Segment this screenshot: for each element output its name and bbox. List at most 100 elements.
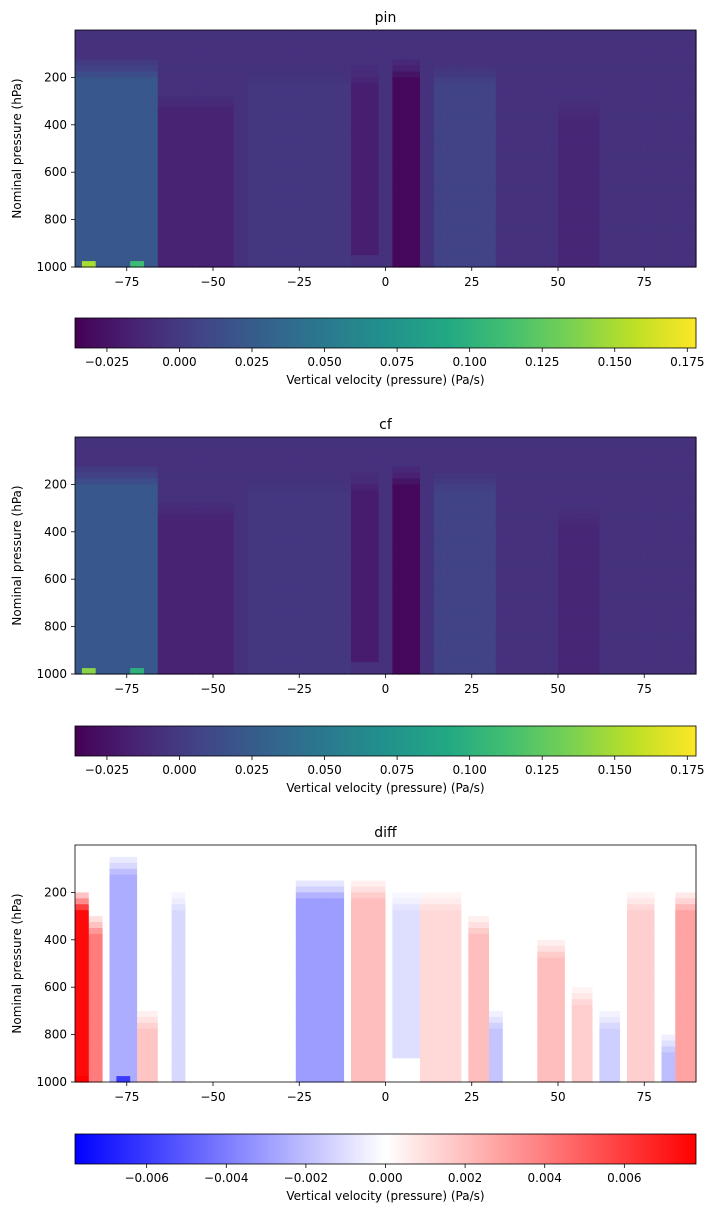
heatmap-cell (102, 644, 111, 651)
heatmap-cell (675, 225, 683, 233)
heatmap-cell (585, 112, 594, 120)
heatmap-cell (282, 496, 290, 503)
heatmap-cell (323, 89, 331, 96)
heatmap-cell (633, 142, 642, 150)
heatmap-cell (433, 243, 442, 250)
heatmap-cell (75, 596, 83, 604)
heatmap-cell (88, 195, 97, 203)
heatmap-cell (102, 154, 111, 161)
heatmap-cell (613, 231, 621, 238)
heatmap-cell (564, 213, 573, 221)
heatmap-cell (330, 225, 338, 233)
heatmap-cell (233, 65, 242, 73)
heatmap-cell (137, 502, 145, 509)
heatmap-cell (123, 184, 131, 191)
heatmap-cell (150, 460, 159, 468)
heatmap-cell (426, 219, 435, 227)
heatmap-cell (454, 219, 462, 227)
heatmap-cell (81, 184, 90, 191)
heatmap-cell (192, 543, 200, 551)
heatmap-cell (144, 83, 152, 90)
heatmap-cell (268, 608, 276, 616)
heatmap-cell (254, 537, 262, 545)
heatmap-cell (213, 35, 221, 43)
heatmap-cell (261, 231, 269, 238)
heatmap-cell (585, 101, 594, 108)
heatmap-cell (240, 472, 249, 480)
heatmap-cell (254, 231, 262, 238)
heatmap-cell (295, 448, 304, 456)
heatmap-cell (613, 65, 621, 73)
heatmap-cell (530, 172, 538, 179)
heatmap-cell (213, 573, 221, 580)
heatmap-cell (288, 638, 297, 645)
heatmap-cell (406, 231, 414, 238)
heatmap-cell (627, 136, 635, 144)
heatmap-cell (178, 65, 186, 73)
heatmap-cell (302, 184, 311, 191)
heatmap-cell (282, 662, 290, 669)
heatmap-cell (475, 47, 483, 55)
heatmap-cell (592, 166, 600, 173)
heatmap-cell (475, 184, 483, 191)
heatmap-cell (150, 555, 159, 563)
heatmap-cell (406, 71, 414, 78)
heatmap-cell (399, 195, 407, 203)
heatmap-cell (199, 448, 207, 456)
heatmap-cell (592, 237, 600, 244)
heatmap-cell (213, 519, 221, 527)
heatmap-cell (240, 231, 249, 238)
heatmap-cell (523, 178, 531, 185)
heatmap-cell (144, 555, 152, 563)
heatmap-cell (302, 35, 311, 43)
heatmap-cell (206, 261, 214, 268)
heatmap-cell (109, 484, 117, 491)
heatmap-cell (240, 596, 249, 604)
heatmap-cell (261, 478, 269, 485)
heatmap-cell (337, 35, 345, 43)
heatmap-cell (261, 166, 269, 173)
heatmap-cell (385, 207, 393, 215)
heatmap-cell (192, 148, 200, 156)
heatmap-cell (192, 30, 200, 37)
heatmap-cell (364, 35, 373, 43)
heatmap-cell (385, 237, 393, 244)
heatmap-cell (316, 207, 324, 215)
heatmap-cell (433, 30, 442, 37)
heatmap-cell (282, 89, 290, 96)
heatmap-cell (116, 178, 124, 185)
heatmap-cell (364, 225, 373, 233)
heatmap-cell (689, 231, 697, 238)
heatmap-cell (164, 656, 173, 663)
heatmap-cell (157, 148, 166, 156)
heatmap-cell (627, 249, 635, 256)
heatmap-cell (454, 107, 462, 114)
heatmap-cell (261, 632, 269, 640)
heatmap-cell (268, 591, 276, 598)
heatmap-cell (150, 207, 159, 215)
heatmap-cell (219, 47, 228, 55)
heatmap-cell (364, 255, 373, 262)
heatmap-cell (302, 154, 311, 161)
heatmap-cell (247, 195, 255, 203)
heatmap-cell (268, 201, 276, 209)
heatmap-cell (426, 261, 435, 268)
heatmap-cell (171, 95, 180, 102)
heatmap-cell (420, 95, 428, 102)
heatmap-cell (682, 148, 690, 156)
heatmap-cell (668, 130, 676, 138)
heatmap-cell (585, 160, 594, 167)
heatmap-cell (295, 650, 304, 657)
heatmap-cell (282, 213, 290, 221)
heatmap-cell (254, 213, 262, 221)
heatmap-cell (592, 219, 600, 227)
heatmap-cell (689, 77, 697, 84)
heatmap-cell (544, 118, 552, 126)
heatmap-cell (668, 101, 676, 108)
heatmap-cell (489, 249, 497, 256)
heatmap-cell (544, 130, 552, 138)
heatmap-cell (647, 83, 656, 90)
heatmap-cell (75, 567, 83, 574)
heatmap-cell (261, 47, 269, 55)
heatmap-cell (288, 124, 297, 132)
